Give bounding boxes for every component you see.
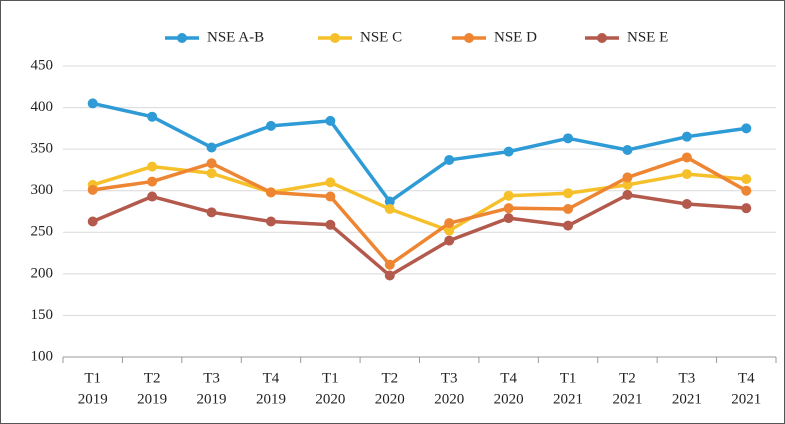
series-line — [92, 193, 747, 278]
marker — [741, 203, 752, 214]
x-tick-label: T3 — [203, 370, 220, 386]
marker — [87, 98, 98, 109]
marker — [265, 120, 276, 131]
y-tick-label: 450 — [31, 57, 54, 73]
x-tick-label: T1 — [322, 370, 339, 386]
x-tick-label: 2020 — [315, 391, 345, 407]
x-tick-label: 2021 — [553, 391, 583, 407]
legend-label: NSE E — [627, 29, 668, 45]
x-tick-label: T1 — [560, 370, 577, 386]
series-line — [92, 164, 747, 233]
x-tick-label: 2021 — [672, 391, 702, 407]
x-tick-label: 2020 — [434, 391, 464, 407]
marker — [147, 176, 158, 187]
marker — [325, 177, 336, 188]
marker — [503, 190, 514, 201]
x-tick-label: T3 — [441, 370, 458, 386]
marker — [681, 169, 692, 180]
marker — [741, 185, 752, 196]
marker — [741, 174, 752, 185]
x-tick-label: 2021 — [731, 391, 761, 407]
marker — [265, 216, 276, 227]
marker — [563, 188, 574, 199]
marker — [741, 123, 752, 134]
marker — [503, 146, 514, 157]
x-tick-label: T1 — [84, 370, 101, 386]
legend-marker — [464, 33, 474, 43]
y-tick-label: 250 — [31, 224, 54, 240]
marker — [147, 191, 158, 202]
marker — [622, 144, 633, 155]
marker — [563, 133, 574, 144]
legend-marker — [330, 33, 340, 43]
y-tick-label: 300 — [31, 182, 54, 198]
marker — [384, 204, 395, 215]
y-tick-label: 400 — [31, 99, 54, 115]
legend-label: NSE A-B — [207, 29, 264, 45]
x-tick-label: T2 — [144, 370, 161, 386]
x-tick-label: 2019 — [78, 391, 108, 407]
marker — [681, 152, 692, 163]
marker — [206, 168, 217, 179]
x-tick-label: 2019 — [137, 391, 167, 407]
x-tick-label: T4 — [263, 370, 280, 386]
marker — [265, 187, 276, 198]
y-tick-label: 100 — [31, 348, 54, 364]
marker — [206, 142, 217, 153]
legend-marker — [597, 33, 607, 43]
marker — [681, 199, 692, 210]
marker — [325, 191, 336, 202]
legend-label: NSE C — [360, 29, 402, 45]
y-tick-label: 200 — [31, 265, 54, 281]
marker — [503, 203, 514, 214]
marker — [622, 179, 633, 190]
marker — [87, 216, 98, 227]
marker — [325, 219, 336, 230]
x-tick-label: T3 — [679, 370, 696, 386]
marker — [563, 220, 574, 231]
legend-marker — [177, 33, 187, 43]
marker — [444, 218, 455, 229]
marker — [384, 270, 395, 281]
marker — [681, 131, 692, 142]
marker — [325, 115, 336, 126]
y-tick-label: 150 — [31, 307, 54, 323]
x-tick-label: T4 — [738, 370, 755, 386]
marker — [87, 184, 98, 195]
x-tick-label: T2 — [381, 370, 398, 386]
marker — [147, 161, 158, 172]
marker — [444, 225, 455, 236]
x-tick-label: 2019 — [256, 391, 286, 407]
marker — [622, 172, 633, 183]
x-tick-label: 2020 — [375, 391, 405, 407]
legend-label: NSE D — [494, 29, 537, 45]
x-tick-label: 2021 — [612, 391, 642, 407]
marker — [384, 196, 395, 207]
marker — [563, 204, 574, 215]
x-tick-label: 2020 — [494, 391, 524, 407]
series-line — [92, 101, 747, 204]
marker — [384, 259, 395, 270]
x-tick-label: T4 — [500, 370, 517, 386]
marker — [206, 207, 217, 218]
marker — [147, 111, 158, 122]
marker — [622, 189, 633, 200]
marker — [444, 235, 455, 246]
marker — [206, 158, 217, 169]
x-tick-label: 2019 — [197, 391, 227, 407]
marker — [503, 213, 514, 224]
series-line — [92, 155, 748, 267]
y-tick-label: 350 — [31, 141, 54, 157]
x-tick-label: T2 — [619, 370, 636, 386]
marker — [444, 154, 455, 165]
